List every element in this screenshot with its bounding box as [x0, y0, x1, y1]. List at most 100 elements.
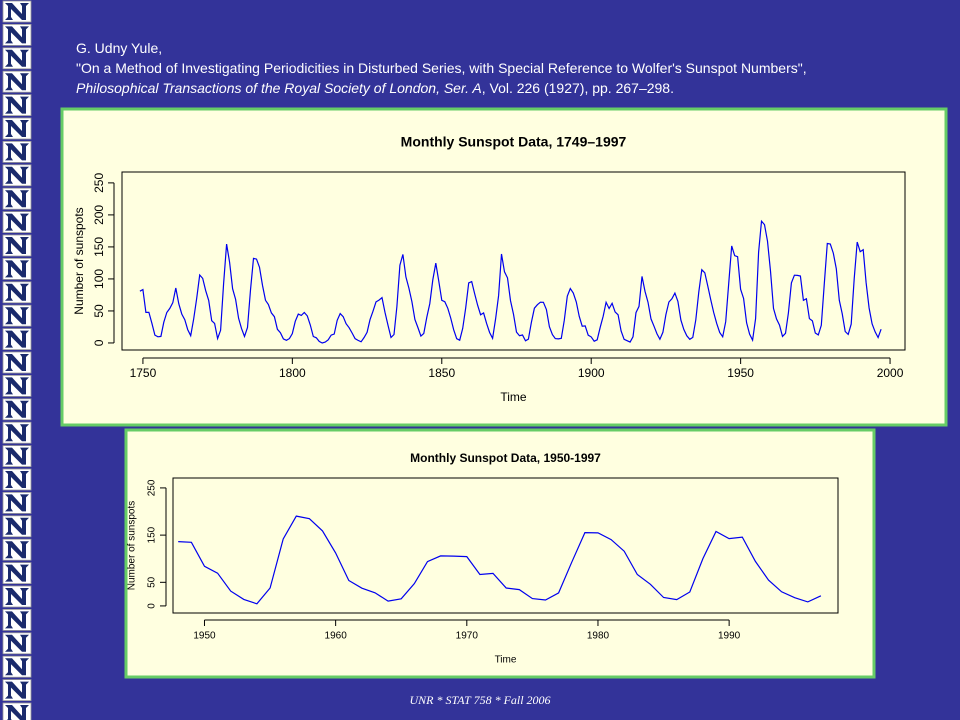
plot-frame [172, 477, 839, 614]
logo-n [5, 424, 29, 442]
series-line [139, 219, 882, 344]
logo [2, 70, 32, 93]
citation-details: , Vol. 226 (1927), pp. 267–298. [481, 80, 674, 96]
logo-n [5, 73, 29, 91]
logo-n [5, 705, 29, 720]
logo [2, 468, 32, 491]
logo-n [5, 564, 29, 582]
citation: G. Udny Yule, "On a Method of Investigat… [76, 38, 807, 98]
y-tick-label: 0 [147, 603, 158, 609]
logo [2, 702, 32, 720]
logo [2, 632, 32, 655]
logo [2, 491, 32, 514]
logo-n [5, 517, 29, 535]
logo-n [5, 213, 29, 231]
logo [2, 187, 32, 210]
citation-article: "On a Method of Investigating Periodicit… [76, 60, 807, 76]
logo [2, 234, 32, 257]
logo [2, 328, 32, 351]
y-tick-label: 0 [92, 339, 106, 346]
logo-n [5, 494, 29, 512]
logo-n [5, 96, 29, 114]
citation-author: G. Udny Yule, [76, 40, 163, 56]
y-tick-label: 250 [92, 173, 106, 193]
citation-source: Philosophical Transactions of the Royal … [76, 78, 807, 98]
logo-n [5, 166, 29, 184]
plot-frame [121, 171, 906, 351]
logo [2, 562, 32, 584]
logo-n [5, 681, 29, 699]
logo [2, 655, 32, 678]
logo-n [5, 260, 29, 278]
x-tick-label: 1850 [428, 366, 455, 380]
y-tick-label: 150 [92, 237, 106, 257]
logo-n [5, 237, 29, 254]
x-tick-label: 1950 [193, 631, 216, 642]
logo [2, 94, 32, 116]
logo-n [5, 541, 29, 559]
logo [2, 117, 32, 140]
x-tick-label: 1950 [727, 366, 754, 380]
logo [2, 257, 32, 280]
logo-n [5, 283, 29, 301]
chart-panel [124, 428, 876, 679]
logo-n [5, 447, 29, 465]
logo [2, 0, 32, 23]
logo [2, 538, 32, 561]
logo-n [5, 400, 29, 418]
x-tick-label: 1970 [456, 631, 479, 642]
logo-n [5, 49, 29, 67]
logo-n [5, 471, 29, 488]
x-axis-label: Time [500, 390, 527, 404]
x-tick-label: 1960 [325, 631, 348, 642]
x-tick-label: 1800 [279, 366, 306, 380]
logo-n [5, 588, 29, 605]
x-tick-label: 1900 [578, 366, 605, 380]
logo [2, 23, 32, 46]
citation-journal: Philosophical Transactions of the Royal … [76, 80, 482, 96]
logo [2, 304, 32, 327]
logo-n [5, 611, 29, 629]
y-tick-label: 150 [147, 526, 158, 543]
logo-n [5, 26, 29, 44]
logo [2, 164, 32, 187]
logo [2, 679, 32, 701]
y-axis-label: Number of sunspots [127, 501, 138, 591]
logo [2, 421, 32, 444]
x-axis-label: Time [495, 655, 517, 666]
logo [2, 47, 32, 70]
y-tick-label: 100 [92, 269, 106, 289]
logo-n [5, 190, 29, 208]
y-tick-label: 50 [92, 304, 106, 318]
logo-n [5, 3, 29, 20]
logo [2, 515, 32, 538]
logo-n [5, 120, 29, 137]
y-tick-label: 200 [92, 205, 106, 225]
x-tick-label: 2000 [877, 366, 904, 380]
logo-n [5, 377, 29, 395]
series-line [178, 515, 822, 605]
logo [2, 445, 32, 468]
logo-n [5, 143, 29, 161]
y-tick-label: 50 [147, 576, 158, 588]
footer: UNR * STAT 758 * Fall 2006 [409, 693, 551, 707]
logo [2, 351, 32, 374]
x-tick-label: 1750 [130, 366, 157, 380]
chart-title: Monthly Sunspot Data, 1950-1997 [410, 451, 601, 465]
x-tick-label: 1980 [587, 631, 610, 642]
y-tick-label: 250 [147, 479, 158, 496]
logo [2, 585, 32, 608]
logo-n [5, 330, 29, 348]
logo-n [5, 307, 29, 325]
y-axis-label: Number of sunspots [72, 207, 86, 314]
logo [2, 609, 32, 631]
logo [2, 281, 32, 304]
logo-n [5, 634, 29, 652]
logo [2, 140, 32, 163]
chart-title: Monthly Sunspot Data, 1749–1997 [401, 134, 627, 150]
logo [2, 211, 32, 234]
logo-n [5, 354, 29, 371]
logo [2, 398, 32, 421]
